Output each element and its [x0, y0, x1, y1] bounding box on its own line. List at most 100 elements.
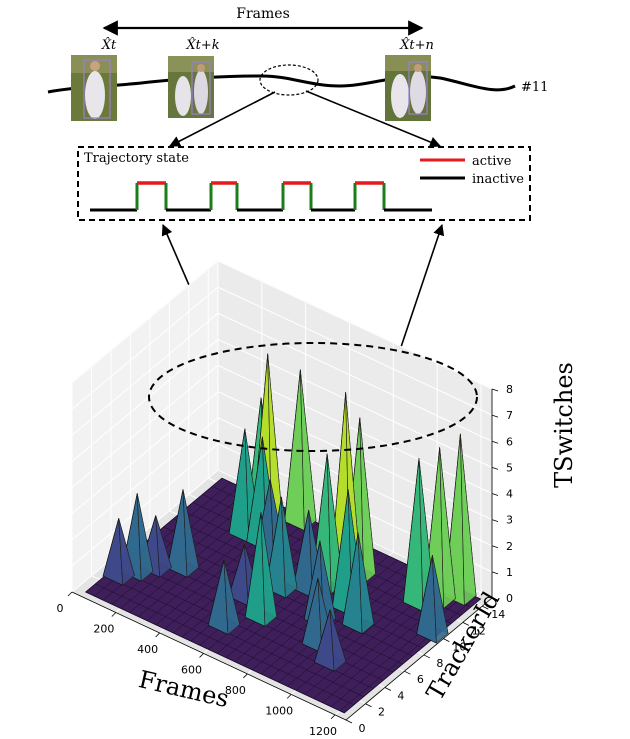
y-tick-label: 4: [397, 689, 404, 702]
z-tick-label: 0: [506, 592, 513, 605]
frames-header: Frames: [102, 6, 424, 36]
surface-mesh-line: [85, 591, 345, 714]
z-tick-mark: [491, 388, 499, 392]
surface-peak-right: [432, 555, 449, 644]
x-tick-mark: [243, 673, 248, 679]
z-tick-label: 1: [506, 566, 513, 579]
z-gridline: [71, 260, 493, 390]
z-gridline: [71, 312, 493, 442]
x-tick-label: 1200: [309, 725, 337, 738]
zoom-arrow-left: [169, 91, 276, 147]
surface-peak-right: [155, 515, 172, 578]
x-tick-mark: [111, 612, 117, 617]
surface-mesh-line: [95, 583, 355, 705]
z-tick-mark: [491, 571, 499, 575]
z-tick-mark: [491, 493, 499, 496]
y-tick-mark: [443, 638, 450, 643]
surface-peak-right: [460, 433, 477, 607]
y-tick-label: 6: [417, 673, 424, 686]
x-tick-label: 200: [93, 622, 114, 635]
trajectory-curve: [47, 74, 516, 94]
surface-peak-right: [136, 493, 154, 582]
surface-peak-right: [223, 559, 240, 636]
x-tick-label: 1000: [265, 704, 293, 717]
z-gridline: [71, 391, 493, 521]
track-id-label: #11: [521, 80, 548, 95]
z-tick-mark: [491, 545, 499, 549]
y-tick-mark: [365, 703, 372, 708]
x-tick-mark: [286, 694, 292, 699]
chart-axes: [67, 388, 499, 724]
chart-highlight-ellipse: [148, 342, 478, 452]
x-tick-mark: [199, 653, 204, 658]
z-gridline: [71, 364, 493, 494]
surface-peak-right: [329, 609, 347, 672]
y-tick-label: 2: [378, 706, 385, 719]
z-gridline: [71, 417, 493, 547]
z-tick-mark: [491, 466, 499, 470]
x-tick-label: 0: [57, 602, 64, 615]
z-tick-label: 7: [506, 409, 513, 422]
y-tick-mark: [404, 670, 411, 675]
thumb-label-2: X̂t+k: [185, 37, 219, 53]
trajectory-state-panel: Trajectory state active inactive: [77, 146, 531, 221]
thumbnail-1: X̂t: [71, 37, 117, 121]
z-tick-label: 5: [506, 461, 513, 474]
z-gridline: [71, 286, 493, 416]
y-tick-mark: [345, 719, 353, 724]
surface-peak-right: [359, 417, 376, 585]
z-tick-label: 8: [506, 383, 513, 396]
surface-peak-right: [182, 489, 200, 578]
legend-inactive-label: inactive: [472, 172, 524, 187]
state-signal: [90, 181, 432, 212]
z-tick-mark: [491, 414, 499, 418]
y-tick-mark: [384, 687, 392, 691]
z-axis-label: TSwitches: [550, 362, 578, 488]
x-axis-line: [71, 591, 347, 721]
trajectory-zoom-ellipse: [259, 64, 319, 96]
y-axis-line: [345, 597, 493, 721]
x-tick-mark: [67, 591, 73, 597]
y-tick-label: 10: [452, 641, 466, 654]
y-tick-label: 12: [472, 624, 486, 637]
z-gridline: [71, 338, 493, 468]
surface-peak-right: [260, 512, 277, 627]
thumbnail-3: X̂t+n: [385, 37, 434, 121]
thumb-label-1: X̂t: [101, 37, 117, 53]
chart-arrow-right: [399, 223, 445, 351]
thumbnail-2: X̂t+k: [168, 37, 220, 118]
y-tick-label: 8: [436, 657, 443, 670]
y-tick-mark: [482, 605, 489, 610]
zoom-arrow-right: [305, 90, 442, 148]
z-tick-mark: [491, 597, 499, 601]
state-panel-title: Trajectory state: [84, 151, 189, 166]
y-tick-mark: [423, 654, 431, 659]
z-tick-mark: [491, 440, 499, 444]
z-tick-label: 3: [506, 514, 513, 527]
x-tick-mark: [330, 714, 336, 720]
z-tick-mark: [491, 519, 499, 523]
surface-mesh-line: [104, 575, 364, 697]
x-tick-mark: [155, 632, 160, 638]
legend-active-label: active: [472, 154, 512, 169]
frames-label: Frames: [236, 6, 290, 22]
y-tick-label: 14: [491, 608, 505, 621]
z-tick-label: 6: [506, 435, 513, 448]
x-tick-label: 800: [225, 684, 246, 697]
surface-peak-right: [281, 496, 298, 599]
y-tick-label: 0: [359, 722, 366, 735]
thumb-label-3: X̂t+n: [399, 37, 434, 53]
surface-peak-right: [357, 532, 375, 635]
surface-peak-right: [118, 518, 135, 586]
z-tick-label: 4: [506, 488, 513, 501]
x-tick-label: 600: [181, 663, 202, 676]
x-tick-label: 400: [137, 643, 158, 656]
y-tick-mark: [462, 622, 469, 626]
chart-spikes: [102, 353, 477, 672]
surface-peak-right: [439, 447, 456, 610]
z-tick-label: 2: [506, 540, 513, 553]
